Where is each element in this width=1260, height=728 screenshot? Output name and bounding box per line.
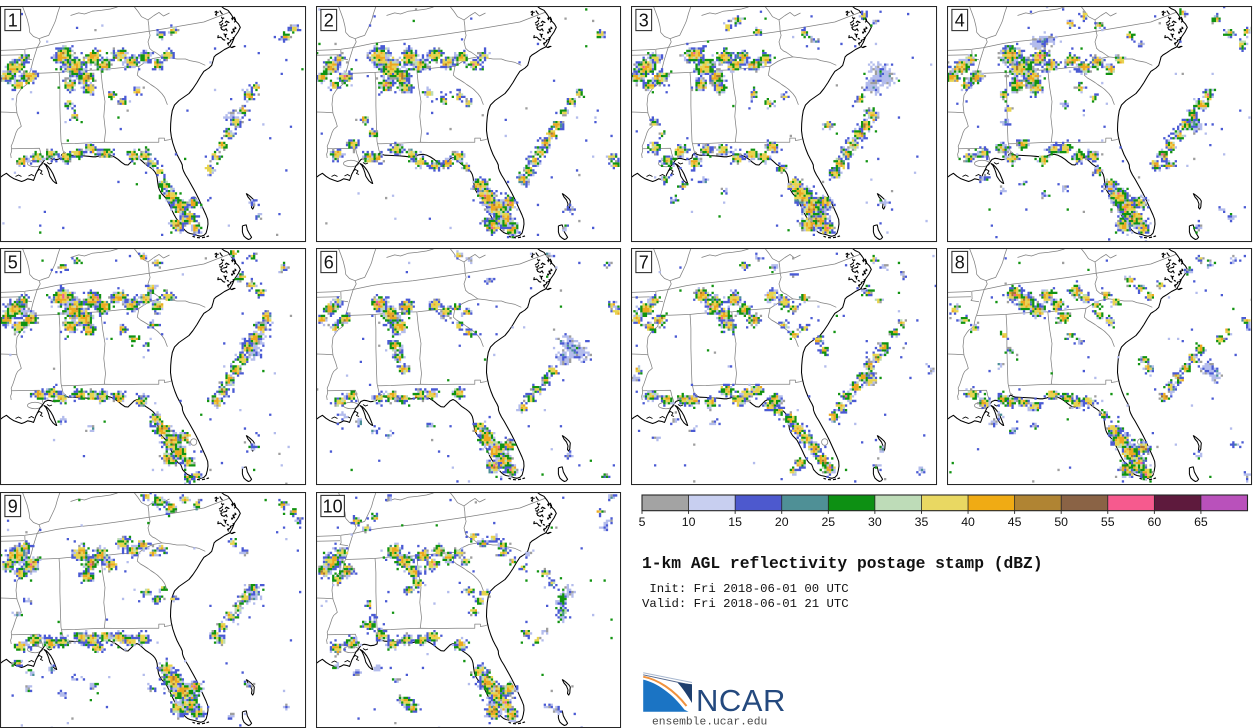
svg-text:1: 1 xyxy=(8,10,18,30)
svg-text:10: 10 xyxy=(323,496,343,516)
svg-text:5: 5 xyxy=(8,252,18,272)
svg-text:Init: Fri 2018-06-01 00 UTC: Init: Fri 2018-06-01 00 UTC xyxy=(642,582,849,596)
svg-text:NCAR: NCAR xyxy=(696,683,786,718)
svg-text:9: 9 xyxy=(8,496,18,516)
svg-text:25: 25 xyxy=(821,515,835,529)
svg-text:15: 15 xyxy=(728,515,742,529)
svg-text:3: 3 xyxy=(639,10,649,30)
svg-text:Valid: Fri 2018-06-01 21 UTC: Valid: Fri 2018-06-01 21 UTC xyxy=(642,597,849,611)
svg-text:20: 20 xyxy=(775,515,789,529)
svg-text:30: 30 xyxy=(868,515,882,529)
svg-text:4: 4 xyxy=(955,10,965,30)
svg-text:10: 10 xyxy=(682,515,696,529)
svg-text:50: 50 xyxy=(1054,515,1068,529)
svg-text:6: 6 xyxy=(324,252,334,272)
svg-text:7: 7 xyxy=(639,252,649,272)
svg-text:45: 45 xyxy=(1008,515,1022,529)
svg-text:8: 8 xyxy=(955,252,965,272)
svg-text:55: 55 xyxy=(1101,515,1115,529)
svg-text:1-km AGL reflectivity postage: 1-km AGL reflectivity postage stamp (dBZ… xyxy=(642,554,1043,573)
svg-text:60: 60 xyxy=(1148,515,1162,529)
svg-text:35: 35 xyxy=(915,515,929,529)
svg-text:2: 2 xyxy=(324,10,334,30)
svg-text:5: 5 xyxy=(639,515,646,529)
svg-text:40: 40 xyxy=(961,515,975,529)
svg-text:65: 65 xyxy=(1194,515,1208,529)
svg-text:ensemble.ucar.edu: ensemble.ucar.edu xyxy=(652,717,767,728)
